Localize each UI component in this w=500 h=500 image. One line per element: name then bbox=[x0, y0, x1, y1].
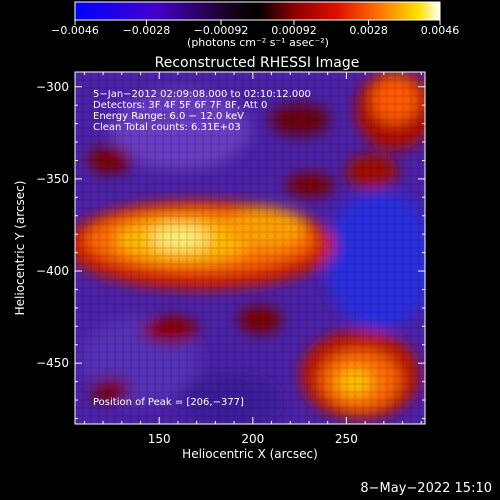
y-tick-label: −350 bbox=[36, 171, 69, 186]
x-tick-label: 250 bbox=[334, 432, 358, 446]
x-tick-label: 150 bbox=[147, 432, 171, 446]
peak-position-label: Position of Peak = [206,−377] bbox=[93, 397, 244, 408]
plot-frame bbox=[74, 71, 426, 425]
overlay-line-energy: Energy Range: 6.0 − 12.0 keV bbox=[93, 111, 244, 122]
emission-blob bbox=[225, 208, 305, 248]
emission-blob bbox=[90, 378, 130, 402]
colorbar bbox=[74, 1, 441, 25]
emission-blob bbox=[152, 226, 208, 250]
colorbar-gradient bbox=[75, 2, 440, 20]
x-axis-title: Heliocentric X (arcsec) bbox=[182, 447, 318, 461]
y-tick-label: −450 bbox=[36, 356, 69, 371]
emission-blob bbox=[286, 173, 334, 197]
pixel-grid bbox=[75, 72, 425, 424]
footer-timestamp: 8−May−2022 15:10 bbox=[360, 481, 492, 496]
overlay-line-time: 5−Jan−2012 02:09:08.000 to 02:10:12.000 bbox=[93, 89, 311, 100]
colorbar-tick-label: 0.0046 bbox=[420, 24, 460, 37]
y-tick-label: −400 bbox=[36, 264, 69, 279]
rhessi-image bbox=[75, 72, 425, 424]
colorbar-tick-label: −0.0028 bbox=[122, 24, 171, 37]
colorbar-frame bbox=[74, 1, 441, 21]
emission-blob bbox=[270, 104, 330, 136]
emission-blob bbox=[371, 76, 419, 124]
axis-ticks bbox=[75, 72, 425, 424]
colorbar-units-label: (photons cm⁻² s⁻¹ asec⁻²) bbox=[187, 36, 329, 49]
y-tick-label: −300 bbox=[36, 79, 69, 94]
emission-blob bbox=[88, 146, 132, 174]
emission-blob bbox=[180, 375, 280, 424]
emission-blob bbox=[337, 368, 373, 396]
emission-blob bbox=[238, 306, 282, 334]
y-axis-title: Heliocentric Y (arcsec) bbox=[13, 180, 27, 316]
colorbar-ticks bbox=[74, 20, 441, 25]
overlay-line-detectors: Detectors: 3F 4F 5F 6F 7F 8F, Att 0 bbox=[93, 100, 268, 111]
colorbar-tick-label: 0.0028 bbox=[349, 24, 388, 37]
overlay-line-counts: Clean Total counts: 6.31E+03 bbox=[93, 122, 241, 133]
emission-field bbox=[75, 72, 425, 424]
emission-blob bbox=[110, 90, 250, 170]
colorbar-tick-label: −0.0046 bbox=[51, 24, 99, 37]
plot-title: Reconstructed RHESSI Image bbox=[154, 55, 360, 71]
emission-blob bbox=[346, 154, 398, 190]
x-tick-label: 200 bbox=[241, 432, 265, 446]
emission-blob bbox=[142, 316, 198, 344]
colorbar-tick-label: −0.00092 bbox=[193, 24, 249, 37]
colorbar-tick-label: 0.00092 bbox=[271, 24, 317, 37]
emission-blob bbox=[325, 190, 425, 330]
